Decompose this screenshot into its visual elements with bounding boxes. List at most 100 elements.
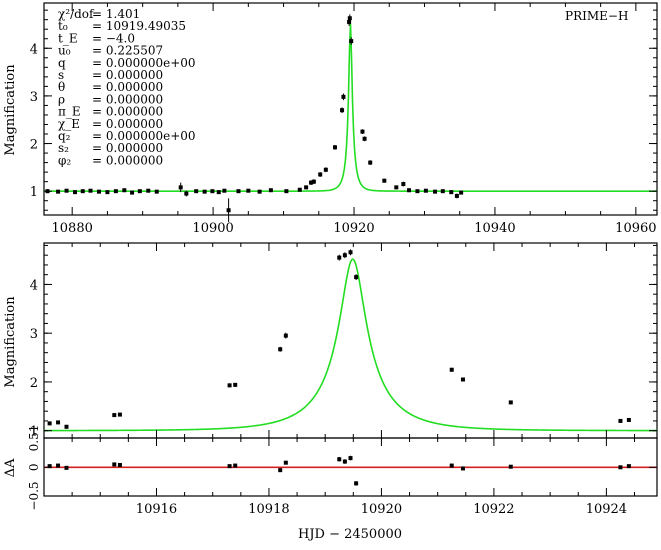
param-label: t_E: [58, 31, 78, 45]
data-point: [47, 464, 52, 469]
y-tick-label: 2: [30, 376, 38, 391]
data-point: [304, 185, 309, 190]
data-point: [342, 253, 347, 258]
param-label: s: [58, 68, 64, 82]
data-point: [130, 190, 135, 195]
residual-points: [47, 455, 631, 486]
data-point: [64, 424, 69, 429]
data-point: [112, 462, 117, 467]
data-point: [226, 208, 231, 213]
overview-ylabel: Magnification: [3, 64, 18, 156]
data-point: [618, 418, 623, 423]
data-point: [137, 189, 142, 194]
data-point: [64, 465, 69, 470]
param-label: t₀: [58, 19, 68, 33]
param-label: q: [58, 56, 66, 70]
data-point: [154, 189, 159, 194]
parameter-list: χ²/dof= 1.401 t₀ = 10919.49035 t_E = −4.0 u₀ =…: [58, 7, 196, 167]
data-point: [194, 189, 199, 194]
param-value: = 0.000000: [92, 68, 163, 82]
data-point: [146, 188, 151, 193]
data-point: [354, 481, 359, 486]
data-point: [401, 182, 406, 187]
data-point: [202, 189, 207, 194]
x-tick-label: 10940: [474, 221, 515, 236]
data-point: [283, 333, 288, 338]
zoom-points: [47, 249, 631, 429]
data-point: [337, 255, 342, 260]
data-point: [415, 189, 420, 194]
x-tick-label: 10922: [473, 502, 514, 517]
data-point: [96, 189, 101, 194]
data-point: [433, 189, 438, 194]
param-value: = −4.0: [92, 31, 135, 45]
param-label: ρ: [58, 92, 65, 106]
y-tick-label: 3: [30, 90, 38, 105]
data-point: [278, 347, 283, 352]
data-point: [423, 188, 428, 193]
data-point: [268, 188, 273, 193]
data-point: [222, 188, 227, 193]
param-value: = 0.000000e+00: [92, 56, 196, 70]
param-label: χ²/dof: [58, 7, 95, 21]
data-point: [459, 190, 464, 195]
data-point: [460, 466, 465, 471]
x-tick-label: 10900: [192, 221, 233, 236]
zoom-ticks: 1 2 3 4: [30, 243, 657, 440]
data-point: [626, 464, 631, 469]
data-point: [618, 465, 623, 470]
data-point: [368, 160, 373, 165]
data-point: [112, 413, 117, 418]
x-tick-label: 10916: [136, 502, 177, 517]
y-tick-label: −0.5: [27, 481, 41, 510]
y-tick-label: 1: [30, 185, 38, 200]
data-point: [56, 189, 61, 194]
data-point: [309, 180, 314, 185]
x-tick-label: 10924: [586, 502, 627, 517]
data-point: [64, 188, 69, 193]
y-tick-label: 1: [30, 425, 38, 440]
data-point: [332, 145, 337, 150]
data-point: [117, 412, 122, 417]
param-value: = 0.000000: [92, 153, 163, 167]
data-point: [117, 462, 122, 467]
x-tick-label: 10918: [248, 502, 289, 517]
data-point: [449, 190, 454, 195]
data-point: [394, 185, 399, 190]
zoom-frame: [43, 242, 658, 439]
residual-panel: 10916 10918 10920 10922 10924 −0.5 0 0.51 ΔA HJ…: [3, 425, 658, 542]
data-point: [184, 191, 189, 196]
data-point: [178, 185, 183, 190]
param-value: = 0.000000: [92, 92, 163, 106]
param-value: = 10919.49035: [92, 19, 186, 33]
data-point: [348, 456, 353, 461]
data-point: [56, 420, 61, 425]
param-label: s₂: [58, 141, 69, 155]
data-point: [284, 189, 289, 194]
data-point: [113, 189, 118, 194]
data-point: [233, 382, 238, 387]
param-value: = 0.000000: [92, 80, 163, 94]
y-tick-label: 3: [30, 327, 38, 342]
zoom-ylabel: Magnification: [3, 296, 18, 388]
overview-ticks: 10880 10900 10920 10940 10960 1 2 3 4: [30, 3, 657, 236]
data-point: [311, 179, 316, 184]
data-point: [88, 188, 93, 193]
param-value: = 1.401: [92, 7, 140, 21]
data-point: [626, 417, 631, 422]
data-point: [297, 187, 302, 192]
data-point: [210, 189, 215, 194]
y-tick-label: 0: [27, 463, 41, 471]
data-point: [56, 463, 61, 468]
data-point: [508, 464, 513, 469]
data-point: [337, 457, 342, 462]
data-point: [362, 136, 367, 141]
data-point: [508, 400, 513, 405]
data-point: [349, 39, 354, 44]
data-point: [283, 460, 288, 465]
param-label: u₀: [58, 44, 71, 58]
residual-ticks: 10916 10918 10920 10922 10924 −0.5 0 0.51: [27, 425, 657, 517]
data-point: [348, 250, 353, 255]
